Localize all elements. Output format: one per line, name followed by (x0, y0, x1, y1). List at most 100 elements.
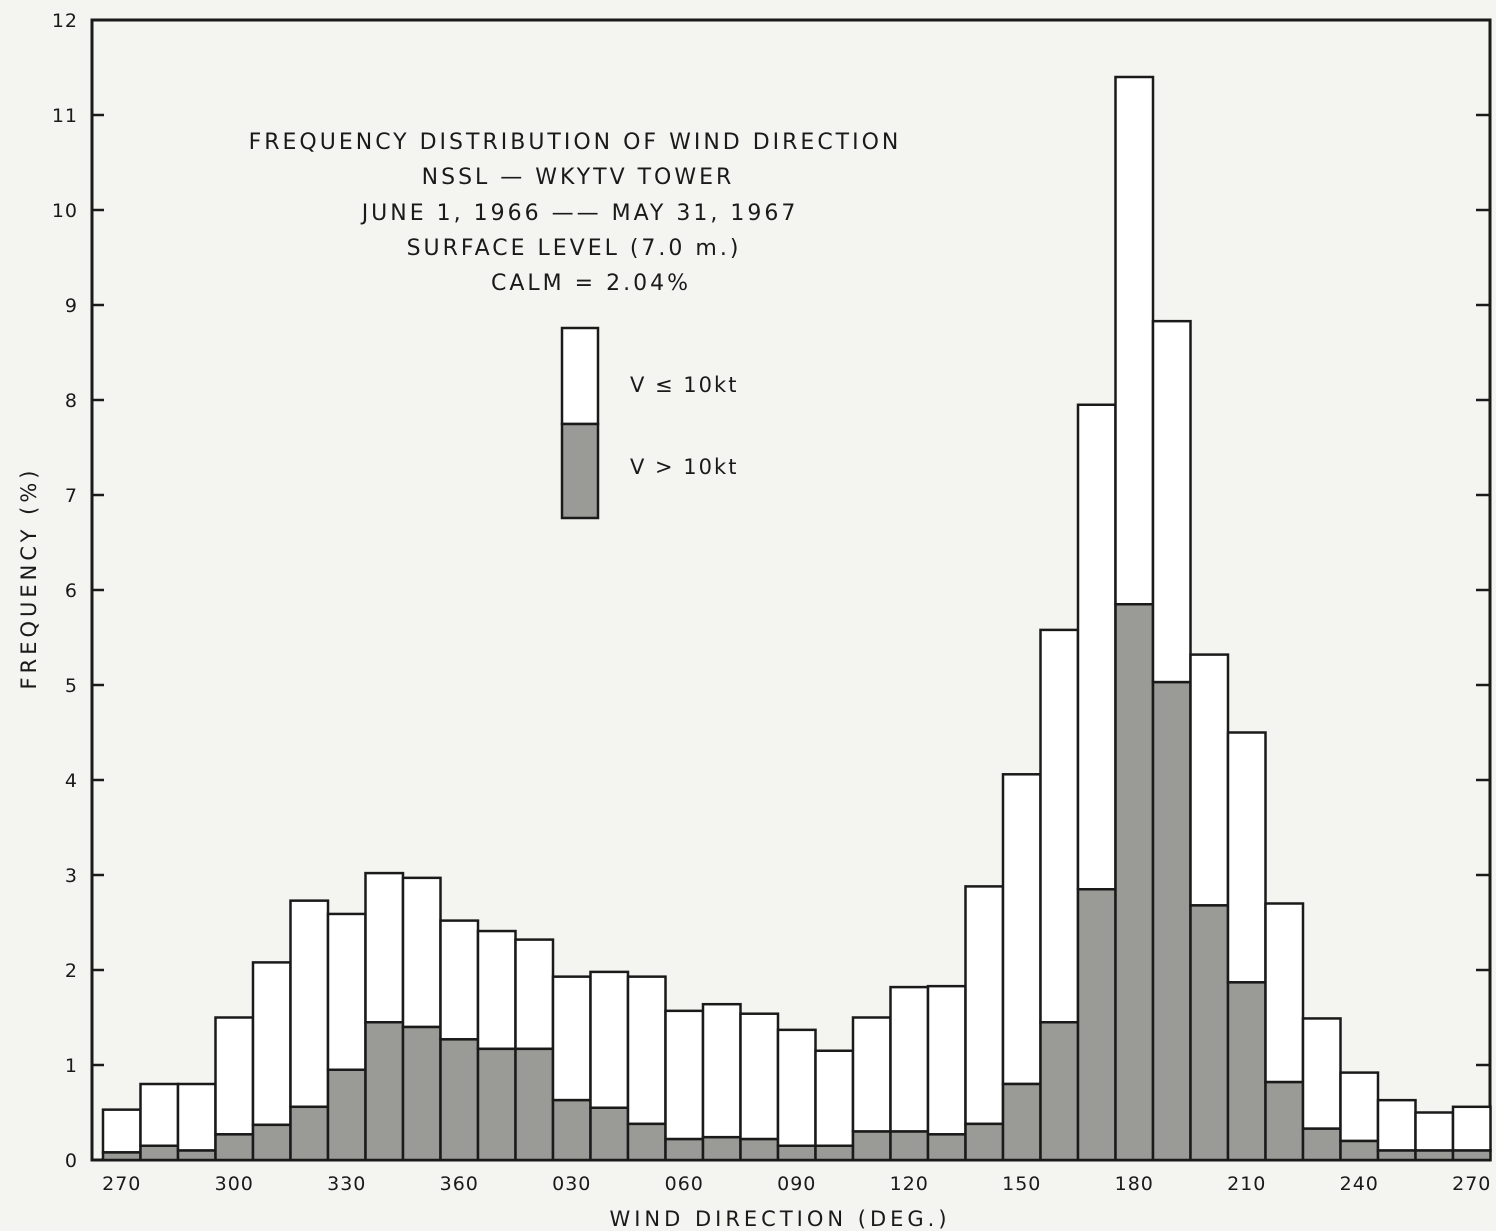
legend: V ≤ 10kt V > 10kt (560, 326, 738, 520)
x-tick-label-120-7: 120 (890, 1173, 929, 1195)
x-tick-label-030-4: 030 (552, 1173, 591, 1195)
y-tick-label-3: 3 (65, 865, 78, 887)
bar-segment-high-speed-010-10 (476, 1047, 517, 1162)
bar-segment-high-speed-300-3 (214, 1133, 255, 1162)
bar-segment-high-speed-200-29 (1189, 904, 1230, 1162)
bar-segment-low-speed-250-34 (1376, 1098, 1417, 1152)
bar-segment-high-speed-060-15 (664, 1137, 705, 1162)
bar-segment-low-speed-110-20 (851, 1016, 892, 1133)
x-tick-label-300-1: 300 (215, 1173, 254, 1195)
bar-segment-low-speed-280-1 (139, 1082, 180, 1147)
title-line-1: FREQUENCY DISTRIBUTION OF WIND DIRECTION (249, 130, 902, 155)
bar-segment-low-speed-130-22 (926, 984, 967, 1136)
bar-segment-low-speed-190-28 (1151, 319, 1192, 684)
bar-segment-high-speed-280-1 (139, 1144, 180, 1162)
y-tick-label-9: 9 (65, 295, 78, 317)
bar-segment-low-speed-100-19 (814, 1049, 855, 1147)
bar-segment-high-speed-220-31 (1264, 1080, 1305, 1162)
bar-segment-low-speed-060-15 (664, 1009, 705, 1141)
bar-segment-low-speed-320-5 (289, 899, 330, 1109)
bar-segment-low-speed-160-25 (1039, 628, 1080, 1024)
bar-segment-high-speed-320-5 (289, 1105, 330, 1162)
bar-segment-high-speed-080-17 (739, 1137, 780, 1162)
bar-segment-low-speed-310-4 (251, 961, 292, 1127)
bar-segment-high-speed-040-13 (589, 1106, 630, 1162)
bar-segment-high-speed-350-8 (401, 1025, 442, 1162)
bar-segment-high-speed-270-36 (1451, 1149, 1492, 1162)
bar-segment-high-speed-070-16 (701, 1135, 742, 1162)
bar-segment-low-speed-360-9 (439, 919, 480, 1041)
bar-segment-high-speed-290-2 (176, 1149, 217, 1162)
bar-segment-low-speed-340-7 (364, 871, 405, 1024)
bar-segment-low-speed-020-11 (514, 938, 555, 1051)
x-tick-label-150-8: 150 (1002, 1173, 1041, 1195)
bar-segment-low-speed-010-10 (476, 929, 517, 1051)
bar-segment-low-speed-090-18 (776, 1028, 817, 1147)
y-tick-label-7: 7 (65, 485, 78, 507)
bar-segment-low-speed-140-23 (964, 885, 1005, 1126)
bar-segment-high-speed-240-33 (1339, 1139, 1380, 1162)
bar-segment-high-speed-360-9 (439, 1038, 480, 1162)
bar-segment-low-speed-070-16 (701, 1002, 742, 1139)
bars-group (101, 75, 1492, 1162)
y-tick-label-11: 11 (52, 105, 78, 127)
x-tick-label-240-11: 240 (1340, 1173, 1379, 1195)
bar-segment-low-speed-270-0 (101, 1108, 142, 1154)
legend-label-dark: V > 10kt (630, 455, 738, 479)
x-tick-label-270-0: 270 (102, 1173, 141, 1195)
bar-segment-high-speed-190-28 (1151, 680, 1192, 1162)
bar-segment-high-speed-110-20 (851, 1130, 892, 1162)
bar-segment-high-speed-100-19 (814, 1144, 855, 1162)
bar-segment-low-speed-330-6 (326, 912, 367, 1072)
bar-segment-high-speed-150-24 (1001, 1082, 1042, 1162)
y-tick-label-1: 1 (65, 1055, 78, 1077)
bar-segment-low-speed-240-33 (1339, 1071, 1380, 1143)
legend-swatch-light (560, 326, 600, 426)
x-tick-label-090-6: 090 (777, 1173, 816, 1195)
title-line-4: SURFACE LEVEL (7.0 m.) (407, 236, 742, 261)
x-tick-label-360-3: 360 (440, 1173, 479, 1195)
y-tick-label-4: 4 (65, 770, 78, 792)
x-tick-label-210-10: 210 (1227, 1173, 1266, 1195)
bar-segment-low-speed-030-12 (551, 975, 592, 1102)
bar-segment-high-speed-180-27 (1114, 603, 1155, 1162)
bar-segment-high-speed-140-23 (964, 1122, 1005, 1162)
y-tick-label-8: 8 (65, 390, 78, 412)
x-tick-label-180-9: 180 (1115, 1173, 1154, 1195)
bar-segment-low-speed-180-27 (1114, 75, 1155, 606)
x-axis-title: WIND DIRECTION (DEG.) (609, 1207, 950, 1231)
y-tick-label-12: 12 (52, 10, 78, 32)
bar-segment-low-speed-120-21 (889, 985, 930, 1133)
bar-segment-low-speed-170-26 (1076, 403, 1117, 891)
bar-segment-high-speed-250-34 (1376, 1149, 1417, 1162)
x-tick-label-270-12: 270 (1452, 1173, 1491, 1195)
legend-swatch-dark (560, 422, 600, 520)
y-tick-label-10: 10 (52, 200, 78, 222)
bar-segment-high-speed-030-12 (551, 1098, 592, 1162)
chart-title: FREQUENCY DISTRIBUTION OF WIND DIRECTION… (249, 130, 902, 296)
bar-segment-low-speed-270-36 (1451, 1105, 1492, 1152)
y-axis-title: FREQUENCY (%) (17, 467, 41, 690)
bar-segment-high-speed-340-7 (364, 1021, 405, 1162)
x-axis: 270 300 330 360 030 060 090 120 150 180 210 240 270 (102, 1173, 1491, 1195)
bar-segment-low-speed-350-8 (401, 876, 442, 1029)
bar-segment-low-speed-220-31 (1264, 902, 1305, 1084)
title-line-3: JUNE 1, 1966 —— MAY 31, 1967 (360, 201, 799, 226)
bar-segment-high-speed-050-14 (626, 1122, 667, 1162)
bar-segment-low-speed-040-13 (589, 970, 630, 1110)
y-tick-label-5: 5 (65, 675, 78, 697)
bar-segment-high-speed-330-6 (326, 1068, 367, 1162)
bar-segment-low-speed-150-24 (1001, 773, 1042, 1086)
bar-segment-high-speed-020-11 (514, 1047, 555, 1162)
legend-label-light: V ≤ 10kt (630, 373, 738, 397)
title-line-5: CALM = 2.04% (491, 271, 691, 296)
bar-segment-high-speed-310-4 (251, 1123, 292, 1162)
bar-segment-high-speed-160-25 (1039, 1021, 1080, 1162)
title-line-2: NSSL — WKYTV TOWER (422, 165, 735, 190)
bar-segment-low-speed-050-14 (626, 975, 667, 1126)
x-tick-label-330-2: 330 (327, 1173, 366, 1195)
bar-segment-high-speed-260-35 (1414, 1149, 1455, 1162)
bar-segment-high-speed-170-26 (1076, 888, 1117, 1162)
